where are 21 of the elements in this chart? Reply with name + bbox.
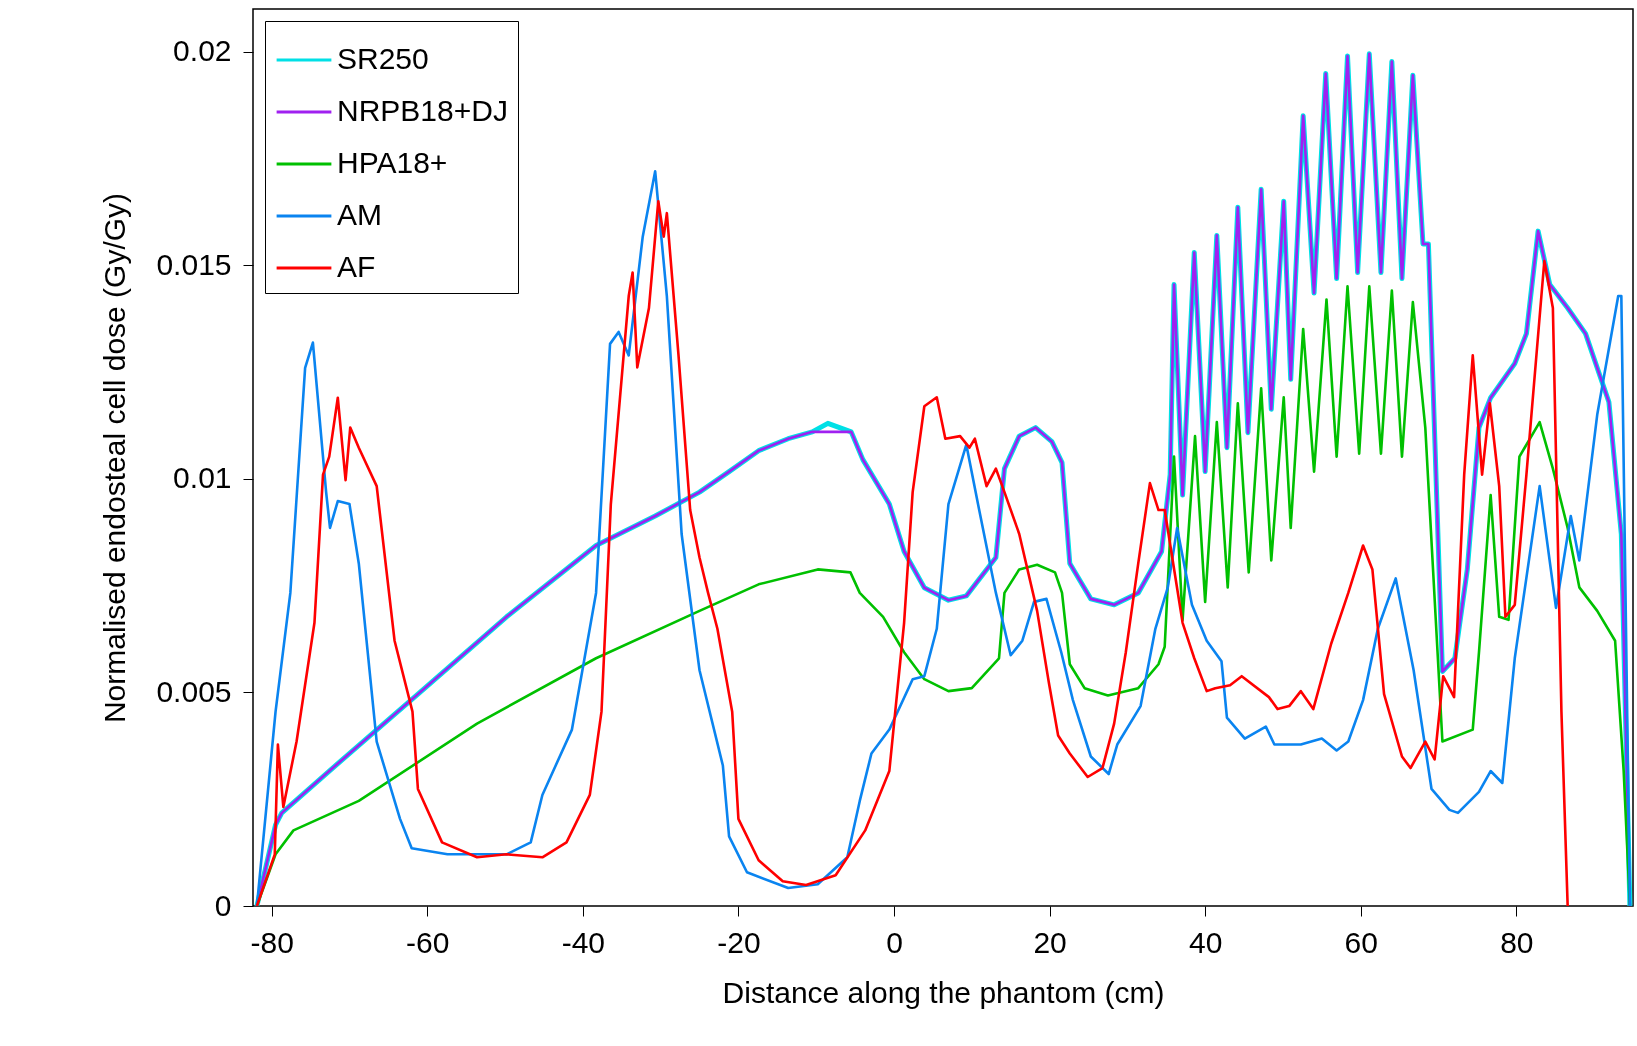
x-tick-label: -80 <box>250 925 294 959</box>
x-tick-label: -20 <box>717 925 761 959</box>
x-tick-label: 20 <box>1033 925 1067 959</box>
legend-label: HPA18+ <box>337 146 448 179</box>
legend-label: SR250 <box>337 42 429 75</box>
y-tick-label: 0.02 <box>173 34 232 68</box>
x-tick-label: -60 <box>406 925 450 959</box>
x-tick-label: 60 <box>1344 925 1378 959</box>
x-tick-label: -40 <box>561 925 606 959</box>
x-tick-label: 40 <box>1188 925 1223 959</box>
y-tick-label: 0.005 <box>156 674 232 708</box>
legend-label: NRPB18+DJ <box>337 94 508 127</box>
y-axis-title: Normalised endosteal cell dose (Gy/Gy) <box>98 192 132 724</box>
legend-label: AM <box>337 198 382 231</box>
y-tick-label: 0.01 <box>173 461 232 495</box>
y-tick-label: 0.015 <box>156 247 232 281</box>
x-tick-label: 80 <box>1500 925 1534 959</box>
y-tick-label: 0 <box>214 888 232 922</box>
legend-label: AF <box>337 250 376 283</box>
x-tick-label: 0 <box>886 925 903 959</box>
x-axis-title: Distance along the phantom (cm) <box>722 975 1165 1009</box>
